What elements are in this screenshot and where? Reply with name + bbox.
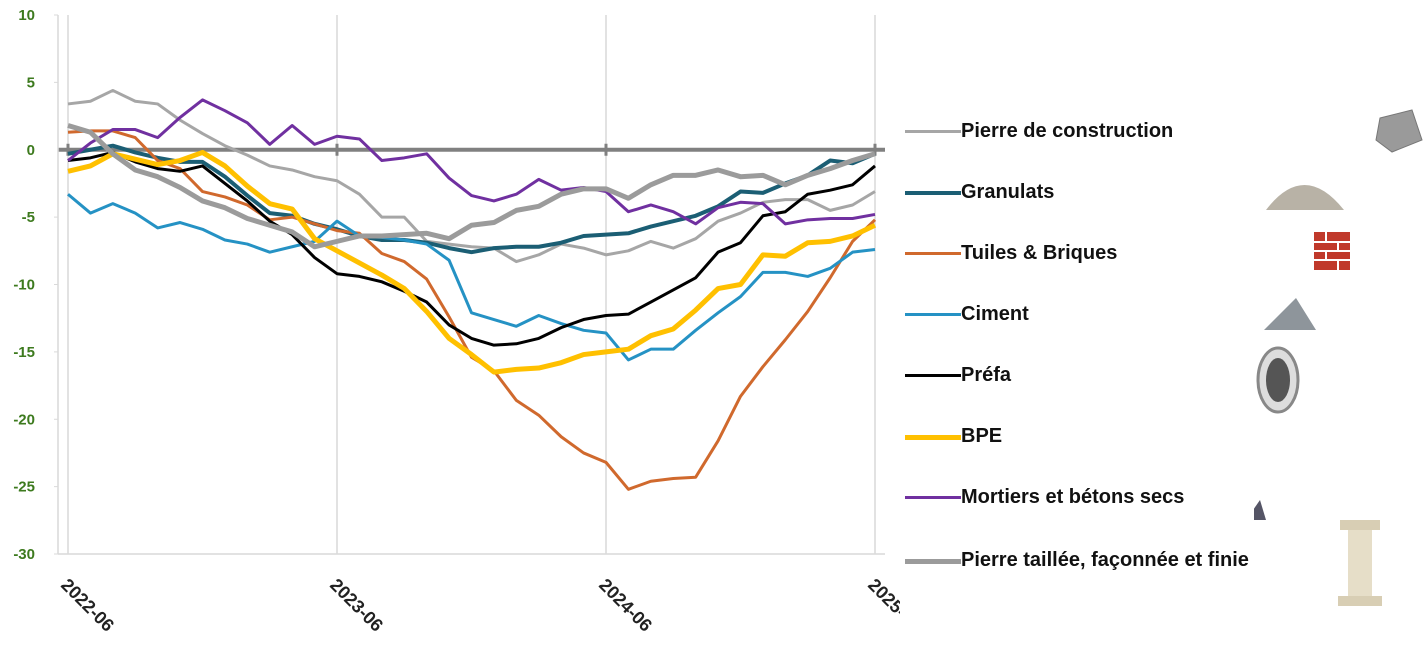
- x-tick-label: 2025-06: [864, 575, 900, 636]
- legend-swatch: [905, 191, 961, 195]
- legend-swatch: [905, 313, 961, 316]
- trowel-icon: [1254, 500, 1266, 520]
- y-tick-label: 10: [18, 7, 35, 24]
- legend-label: Mortiers et bétons secs: [961, 486, 1185, 508]
- legend-label: Tuiles & Briques: [961, 242, 1118, 264]
- legend-label: Pierre de construction: [961, 120, 1174, 142]
- y-tick-label: -20: [13, 411, 35, 428]
- legend-entry: Pierre de construction: [905, 118, 1253, 144]
- y-tick-label: 5: [27, 74, 35, 91]
- chart: 2022-06 2023-06 2024-06 2025-06 -30 -25 -20 -15…: [13, 7, 900, 636]
- y-tick-label: -10: [13, 277, 35, 294]
- y-tick-label: -15: [13, 344, 35, 361]
- legend-label: Ciment: [961, 303, 1029, 325]
- legend-entry: Préfa: [905, 362, 1253, 388]
- column-icon: [1338, 520, 1382, 606]
- icons: [1254, 109, 1423, 606]
- x-tick-label: 2022-06: [57, 575, 118, 636]
- y-tick-label: -25: [13, 479, 35, 496]
- cement-icon: [1264, 298, 1316, 330]
- series-line: [67, 149, 877, 375]
- series-line: [67, 98, 876, 226]
- y-tick-label: 0: [27, 142, 35, 159]
- legend-entry: Mortiers et bétons secs: [905, 484, 1253, 510]
- series-line: [67, 123, 876, 250]
- gravel-icon: [1266, 185, 1344, 210]
- legend-entry: Tuiles & Briques: [905, 240, 1253, 266]
- pipe-icon: [1256, 346, 1300, 414]
- legend-swatch: [905, 559, 961, 564]
- brick-icon: [1314, 232, 1350, 270]
- series-line: [67, 193, 876, 362]
- legend-label: Pierre taillée, façonnée et finie: [961, 549, 1249, 571]
- x-tick-label: 2023-06: [326, 575, 387, 636]
- legend-swatch: [905, 130, 961, 133]
- legend-entry: Granulats: [905, 179, 1253, 205]
- stone-icon: [1375, 109, 1423, 153]
- legend-entry: Ciment: [905, 301, 1253, 327]
- legend-swatch: [905, 496, 961, 499]
- y-tick-label: -30: [13, 546, 35, 563]
- legend-swatch: [905, 374, 961, 377]
- legend-entry: Pierre taillée, façonnée et finie: [905, 547, 1253, 573]
- x-tick-label: 2024-06: [595, 575, 656, 636]
- series-line: [67, 88, 876, 264]
- y-tick-label: -5: [22, 209, 35, 226]
- legend-entry: BPE: [905, 423, 1253, 449]
- series-line: [67, 150, 876, 347]
- legend-label: Préfa: [961, 364, 1012, 386]
- series-line: [67, 143, 876, 255]
- legend-swatch: [905, 252, 961, 255]
- legend-label: BPE: [961, 425, 1003, 447]
- legend-swatch: [905, 435, 961, 440]
- legend-label: Granulats: [961, 181, 1055, 203]
